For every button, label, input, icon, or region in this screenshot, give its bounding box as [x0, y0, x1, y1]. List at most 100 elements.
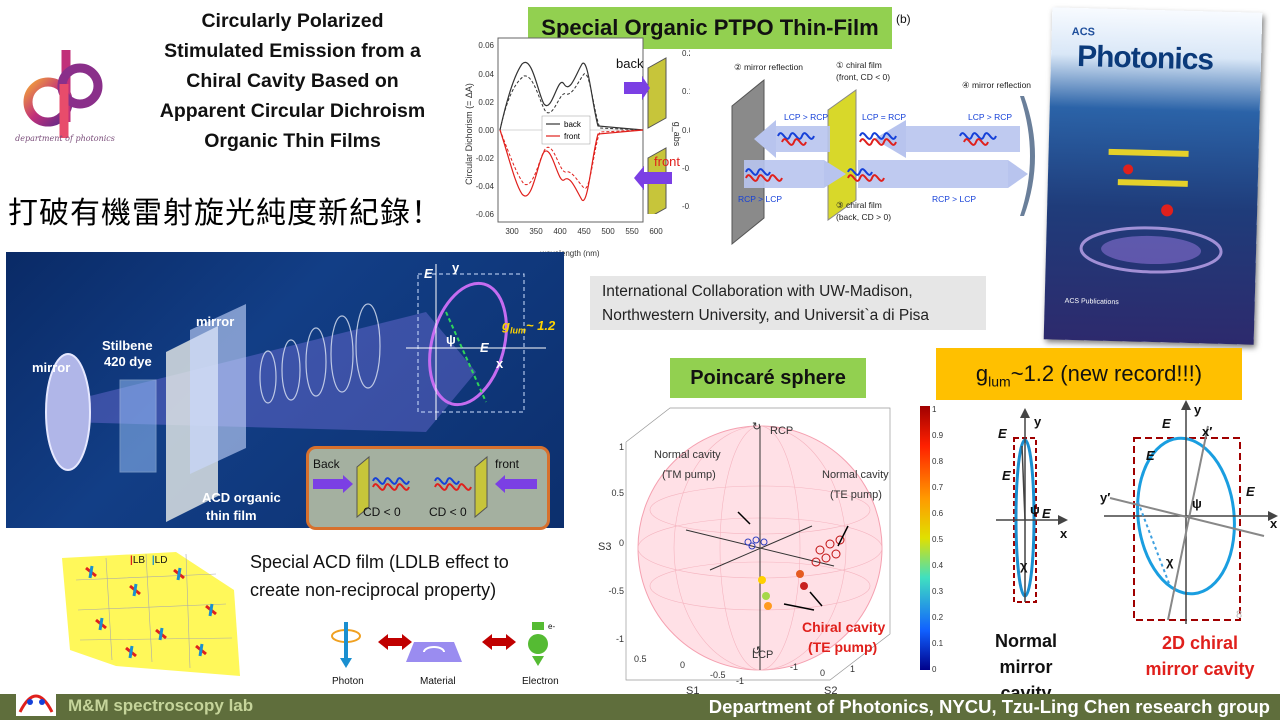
arrow-back-label: back: [616, 56, 644, 71]
svg-text:1: 1: [619, 442, 624, 452]
legend-back: back: [564, 120, 582, 129]
svg-text:① chiral film: ① chiral film: [836, 60, 882, 70]
glum-record-badge: glum~1.2 (new record!!!): [936, 348, 1242, 400]
svg-text:LCP: LCP: [752, 649, 773, 661]
cd-y2tick: 0.2: [682, 49, 690, 58]
film-inset: Back front CD < 0 CD < 0: [306, 446, 550, 530]
svg-text:0.6: 0.6: [932, 509, 944, 518]
svg-text:ψ: ψ: [1030, 502, 1040, 517]
svg-text:1: 1: [932, 405, 937, 414]
svg-text:LCP > RCP: LCP > RCP: [784, 112, 828, 122]
svg-text:0: 0: [932, 665, 937, 674]
logo-caption: department of photonics: [15, 134, 115, 143]
svg-text:0.7: 0.7: [932, 483, 944, 492]
svg-text:0.2: 0.2: [932, 613, 944, 622]
svg-text:-1: -1: [736, 676, 744, 686]
cd-ytick: 0.06: [478, 41, 494, 50]
svg-text:S1: S1: [686, 685, 699, 696]
material-label: Material: [420, 676, 456, 687]
main-title: Circularly Polarized Stimulated Emission…: [159, 10, 426, 152]
svg-text:0.4: 0.4: [932, 561, 944, 570]
chinese-headline: 打破有機雷射旋光純度新紀錄！: [8, 196, 442, 231]
department-logo: [14, 40, 114, 150]
collaboration-note: International Collaboration with UW-Madi…: [590, 276, 986, 330]
cd-chart: 0.06 0.04 0.02 0.00 -0.02 -0.04 -0.06 0.…: [464, 37, 690, 258]
svg-text:0.5: 0.5: [932, 535, 944, 544]
cd-y2tick: -0.2: [682, 202, 690, 211]
svg-text:③ chiral film: ③ chiral film: [836, 200, 882, 210]
svg-text:E: E: [1162, 416, 1171, 431]
cd-xtick: 300: [505, 227, 519, 236]
svg-text:y: y: [1194, 402, 1202, 417]
electron-label: Electron: [522, 676, 559, 687]
svg-text:④ mirror reflection: ④ mirror reflection: [962, 80, 1031, 90]
svg-text:-1: -1: [790, 662, 798, 672]
svg-text:E: E: [998, 426, 1007, 441]
chiral-laser-schematic: mirror Stilbene 420 dye mirror ACD organ…: [6, 252, 564, 530]
cd-xtick: 550: [625, 227, 639, 236]
photon-material-electron: [331, 622, 548, 668]
arrow-front-label: front: [654, 154, 681, 169]
cd-y2tick: 0.0: [682, 126, 690, 135]
front-curve-dashed: [499, 129, 644, 189]
svg-text:LCP > RCP: LCP > RCP: [968, 112, 1012, 122]
lab-name: M&M spectroscopy lab: [68, 696, 254, 715]
research-group: Department of Photonics, NYCU, Tzu-Ling …: [708, 696, 1270, 717]
svg-text:(TE pump): (TE pump): [808, 639, 877, 655]
acd-description: Special ACD film (LDLB effect to create …: [250, 552, 509, 600]
cd-ytick: -0.02: [476, 154, 495, 163]
svg-text:0.3: 0.3: [932, 587, 944, 596]
cd-xtick: 350: [529, 227, 543, 236]
svg-text:(back, CD > 0): (back, CD > 0): [836, 212, 891, 222]
svg-text:(TM pump): (TM pump): [662, 469, 716, 481]
svg-text:(TE pump): (TE pump): [830, 489, 882, 501]
svg-text:χ: χ: [1166, 554, 1174, 569]
svg-text:0: 0: [619, 538, 624, 548]
svg-text:LCP = RCP: LCP = RCP: [862, 112, 906, 122]
svg-text:0: 0: [680, 660, 685, 670]
acs-photonics-cover: ACS Photonics ACS Publications: [1043, 7, 1263, 345]
cd-xtick: 450: [577, 227, 591, 236]
svg-text:x: x: [1060, 526, 1068, 541]
svg-text:-1: -1: [616, 634, 624, 644]
svg-text:0: 0: [820, 668, 825, 678]
cd-ytick: 0.04: [478, 70, 494, 79]
svg-text:8: 8: [1236, 609, 1242, 621]
cd-ylabel: Circular Dichorism (= ΔA): [464, 83, 474, 185]
svg-text:y′: y′: [1100, 490, 1110, 505]
cd-film-icons: [624, 57, 672, 214]
cd-xtick: 600: [649, 227, 663, 236]
photon-label: Photon: [332, 676, 364, 687]
svg-text:S3: S3: [598, 541, 611, 553]
svg-text:Chiral cavity: Chiral cavity: [802, 619, 885, 635]
svg-text:(front, CD < 0): (front, CD < 0): [836, 72, 890, 82]
chiral-cavity-label: 2D chiral mirror cavity: [1145, 633, 1255, 679]
svg-text:1: 1: [850, 664, 855, 674]
panel-label: (b): [896, 12, 911, 26]
svg-text:E: E: [1002, 468, 1011, 483]
cd-ytick: -0.06: [476, 210, 495, 219]
svg-text:↻: ↻: [752, 421, 761, 433]
cd-xtick: 400: [553, 227, 567, 236]
cd-xtick: 500: [601, 227, 615, 236]
cd-ylabel-right: g_abs: [672, 122, 682, 147]
cd-ytick: -0.04: [476, 182, 495, 191]
lb-ld-legend: |LB |LD: [130, 555, 168, 566]
svg-text:0.8: 0.8: [932, 457, 944, 466]
svg-text:E: E: [1246, 484, 1255, 499]
cd-ytick: 0.00: [478, 126, 494, 135]
cd-y2tick: -0.1: [682, 164, 690, 173]
poincare-title: Poincaré sphere: [670, 358, 866, 398]
colorbar: 1 0.9 0.8 0.7 0.6 0.5 0.4 0.3 0.2 0.1 0: [920, 405, 944, 674]
lab-logo: [16, 686, 56, 716]
svg-text:-0.5: -0.5: [710, 670, 726, 680]
footer-bar: [0, 694, 1280, 720]
svg-text:x: x: [1270, 516, 1278, 531]
svg-text:RCP: RCP: [770, 425, 793, 437]
chiral-cavity-diagram: y x y′ x′ E E E ψ χ 8: [1100, 400, 1278, 624]
cd-ytick: 0.02: [478, 98, 494, 107]
svg-text:Normal cavity: Normal cavity: [654, 449, 721, 461]
mirror-reflection-diagram: ② mirror reflection ① chiral film (front…: [731, 60, 1035, 246]
back-curve: [499, 61, 644, 131]
legend-front: front: [564, 132, 581, 141]
